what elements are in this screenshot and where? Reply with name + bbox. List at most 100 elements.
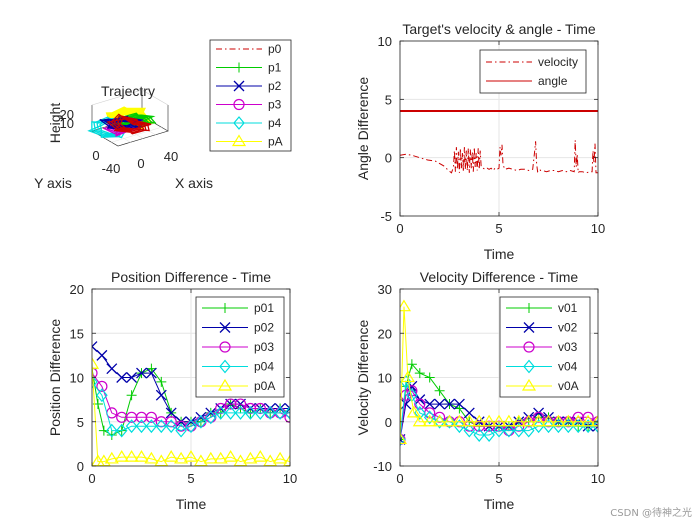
velocity-difference-point-v02 [592,420,598,432]
position-difference-point-p0A [213,451,228,464]
velocity-difference-legend-label-v04: v04 [558,360,578,374]
position-difference-point-p04 [264,405,276,420]
position-difference-point-p0A [263,454,278,466]
velocity-difference-point-v04 [562,419,575,434]
trajectory-grid [111,126,162,143]
position-difference-point-p0A [114,449,129,462]
velocity-difference-point-v01 [424,372,435,383]
velocity-difference-point-v04 [463,423,476,438]
velocity-difference-point-v04 [592,419,598,434]
velocity-difference-legend-marker-v02 [523,322,535,333]
velocity-difference-legend-marker-v04 [523,359,535,374]
trajectory-legend-box [209,39,292,152]
velocity-difference-point-v04 [473,428,485,442]
velocity-difference-point-v04 [542,419,555,434]
position-difference-point-p02 [96,349,108,361]
position-difference-legend-marker-p04 [219,359,231,374]
velocity-difference-point-v04 [443,414,456,429]
velocity-difference-x-tick-label: 0 [396,471,403,486]
trajectory-legend-label-p3: p3 [268,98,282,112]
position-difference-point-p0A [243,451,258,464]
velocity-angle-y-tick-label: -5 [380,209,392,224]
trajectory-legend-marker-p4 [233,116,245,130]
position-difference-y-tick-label: 20 [70,282,84,297]
position-difference-point-p04 [115,423,128,438]
velocity-difference-point-v0A [541,414,556,427]
velocity-angle-legend-box [479,49,587,94]
velocity-difference-point-v04 [522,423,535,438]
velocity-angle-series-group [400,110,598,175]
velocity-difference-point-v03 [414,398,426,410]
position-difference-point-p04 [195,414,207,429]
position-difference-point-p04 [106,423,118,438]
position-difference-point-p03 [145,411,157,423]
velocity-difference-point-v04 [493,423,505,438]
position-difference-point-p04 [224,405,237,420]
position-difference-legend-label-p0A: p0A [254,379,275,393]
velocity-angle-x-tick-label: 0 [396,221,403,236]
velocity-angle-legend-label-velocity: velocity [538,55,578,69]
trajectory-legend-label-p0: p0 [268,42,282,56]
position-difference-point-p04 [284,405,290,420]
position-difference-point-p01 [156,376,167,387]
velocity-difference-point-v0A [422,414,437,427]
velocity-angle-panel: 0 5 10 -5 0 5 10 Target's velocity & angle - Ti… [355,21,605,262]
position-difference-point-p03 [165,416,177,428]
velocity-difference-point-v02 [424,398,436,410]
trajectory-x-tick-label: 0 [137,156,144,171]
position-difference-point-p03 [215,402,227,415]
position-difference-y-tick-label: 15 [70,326,84,341]
velocity-difference-point-v0A [472,414,487,427]
velocity-difference-point-v0A [452,414,467,427]
position-difference-point-p02 [116,372,128,383]
velocity-angle-x-tick-label: 5 [495,221,502,236]
velocity-difference-point-v03 [532,411,545,423]
position-difference-point-p02 [145,367,157,379]
velocity-difference-point-v0A [406,405,421,418]
velocity-difference-point-v04 [503,423,515,438]
velocity-difference-legend-marker-v01 [524,303,534,313]
position-difference-point-p04 [155,419,168,434]
position-difference-point-p02 [136,367,147,379]
velocity-difference-point-v0A [442,414,457,427]
velocity-difference-point-v0A [400,432,408,445]
velocity-difference-point-v04 [483,428,495,442]
velocity-difference-point-v02 [444,398,455,410]
velocity-difference-point-v04 [513,423,525,438]
velocity-angle-x-tick-label: 10 [591,221,605,236]
position-difference-point-p04 [205,410,217,425]
position-difference-point-p04 [244,405,257,420]
velocity-angle-y-tick-label: 10 [378,34,392,49]
trajectory-title: Trajectry [101,83,155,99]
position-difference-point-p04 [135,419,148,434]
velocity-difference-point-v0A [412,414,427,427]
position-difference-point-p0A [164,449,179,462]
velocity-difference-legend-label-v01: v01 [558,301,578,315]
velocity-difference-y-label: Velocity Difference [355,319,371,435]
position-difference-point-p04 [125,419,138,434]
velocity-difference-point-v04 [572,419,584,434]
position-difference-point-p02 [92,341,98,352]
velocity-difference-point-v03 [582,411,594,423]
velocity-difference-point-v0A [521,414,536,427]
position-difference-point-p0A [193,454,208,466]
velocity-angle-y-label: Angle Difference [355,77,371,180]
velocity-difference-point-v0A [531,414,546,427]
trajectory-legend-label-p4: p4 [268,116,282,130]
velocity-difference-point-v0A [590,414,598,427]
position-difference-x-tick-label: 10 [283,471,297,486]
trajectory-legend-label-pA: pA [268,135,283,149]
velocity-difference-point-v0A [511,414,526,427]
position-difference-point-p0A [233,454,248,466]
velocity-difference-point-v01 [406,359,417,370]
velocity-angle-x-label: Time [484,246,515,262]
position-difference-point-p0A [283,454,290,466]
velocity-difference-point-v0A [482,414,497,427]
position-difference-legend-label-p01: p01 [254,301,274,315]
trajectory-legend-label-p1: p1 [268,61,282,75]
position-difference-series-group [92,341,290,466]
velocity-angle-legend-label-angle: angle [538,74,568,88]
velocity-difference-point-v0A [432,414,447,427]
position-difference-point-p0A [104,451,119,464]
velocity-difference-point-v01 [414,368,425,379]
